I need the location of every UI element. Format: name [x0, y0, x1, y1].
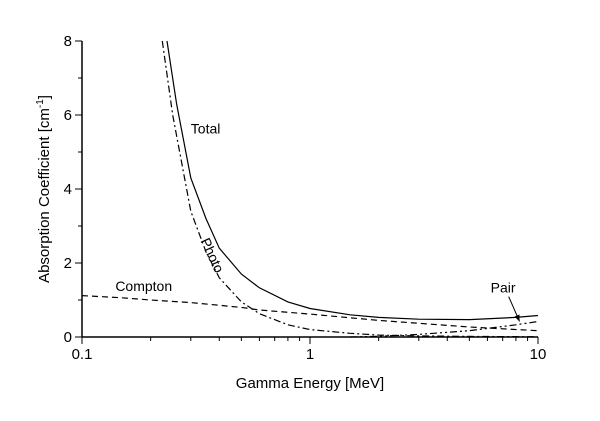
y-tick-label: 0: [64, 329, 72, 346]
y-tick-label: 2: [64, 255, 72, 272]
series-photo: [161, 40, 539, 338]
series-total: [166, 40, 539, 321]
x-axis-label: Gamma Energy [MeV]: [236, 375, 384, 392]
series-compton: [81, 295, 539, 332]
annotation-pair: Pair: [491, 280, 516, 296]
y-tick-label: 4: [64, 181, 72, 198]
y-tick-label: 6: [64, 107, 72, 124]
x-tick-label: 1: [306, 346, 314, 363]
y-tick-label: 8: [64, 33, 72, 50]
x-tick-label: 10: [530, 346, 547, 363]
series-pair: [350, 320, 539, 338]
arrow-head-icon: [514, 314, 520, 322]
y-axis-label: Absorption Coefficient [cm-1]: [35, 95, 53, 283]
x-tick-label: 0.1: [72, 346, 93, 363]
annotation-photo: Photo: [198, 235, 228, 275]
annotation-compton: Compton: [115, 278, 172, 294]
annotation-total: Total: [191, 121, 221, 137]
